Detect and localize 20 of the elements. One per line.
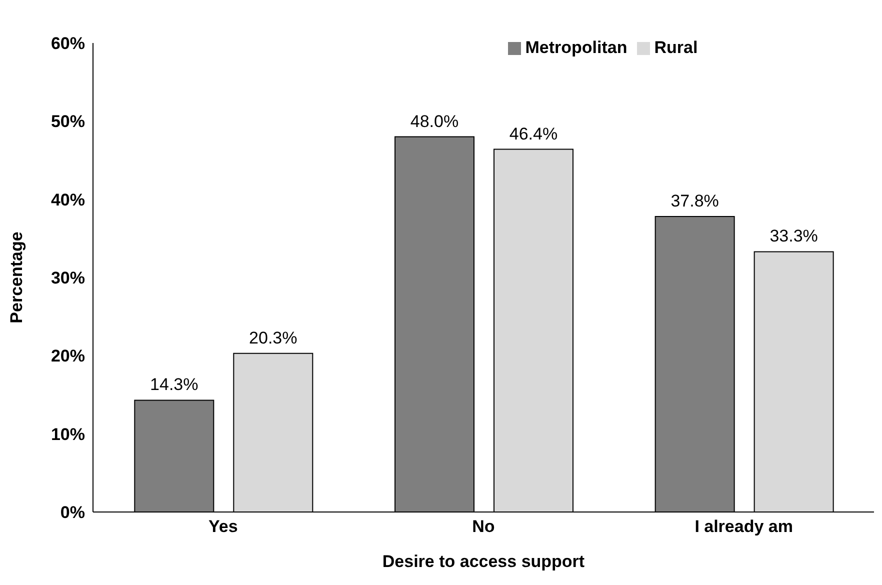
x-tick-label: No [472, 517, 495, 536]
y-tick-label: 40% [50, 190, 85, 210]
data-label: 48.0% [410, 112, 459, 131]
y-tick-label: 20% [50, 346, 85, 366]
data-label: 14.3% [150, 375, 198, 394]
data-label: 33.3% [770, 226, 818, 246]
y-tick-label: 30% [50, 268, 85, 288]
y-tick-label: 60% [50, 34, 85, 54]
y-tick-label: 10% [50, 424, 85, 444]
y-axis-title: Percentage [7, 232, 26, 324]
x-tick-label: I already am [694, 517, 793, 536]
y-tick-label: 0% [60, 503, 85, 522]
x-axis-title: Desire to access support [382, 552, 585, 571]
legend-label: Rural [654, 38, 698, 57]
data-label: 20.3% [249, 328, 298, 348]
data-label: 37.8% [670, 192, 719, 211]
data-label: 46.4% [509, 124, 558, 144]
legend-label: Metropolitan [525, 38, 628, 57]
x-tick-label: Yes [208, 517, 238, 536]
y-tick-label: 50% [50, 112, 85, 132]
